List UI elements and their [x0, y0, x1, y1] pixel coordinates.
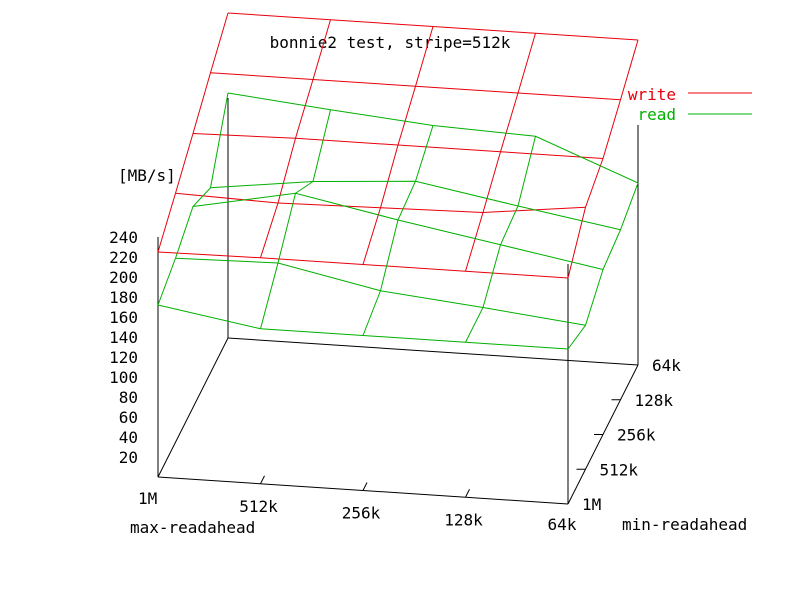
surface-line-read — [192, 192, 604, 270]
legend: write read — [628, 85, 752, 124]
axis-edge — [227, 337, 639, 366]
z-tick-label: 40 — [119, 428, 138, 447]
x-tick-label: 1M — [138, 489, 157, 508]
y-tick-label: 512k — [600, 460, 639, 479]
z-tick-label: 220 — [109, 248, 138, 267]
axes — [157, 98, 639, 505]
y-tick-label: 256k — [617, 426, 656, 445]
y-tick-label: 64k — [652, 356, 681, 375]
surface-line-write — [362, 26, 434, 265]
x-tick — [362, 482, 368, 491]
z-tick-label: 60 — [119, 408, 138, 427]
surface-line-write — [157, 251, 569, 279]
z-tick-label: 20 — [119, 448, 138, 467]
z-tick-label: 140 — [109, 328, 138, 347]
x-tick-label: 512k — [239, 497, 278, 516]
surface-write — [157, 12, 639, 279]
x-tick-label: 128k — [444, 510, 483, 529]
z-tick-label: 180 — [109, 288, 138, 307]
y-tick-label: 1M — [582, 495, 601, 514]
z-tick-label: 160 — [109, 308, 138, 327]
z-tick-label: 80 — [119, 388, 138, 407]
x-tick-label: 64k — [548, 515, 577, 534]
y-axis-label: min-readahead — [622, 515, 747, 534]
z-tick-label: 100 — [109, 368, 138, 387]
x-tick-labels: 1M 512k 256k 128k 64k — [138, 475, 577, 534]
surface-line-read — [260, 109, 331, 329]
z-axis-label: [MB/s] — [118, 166, 176, 185]
surface-line-write — [260, 19, 331, 258]
x-tick — [465, 489, 470, 498]
surface-read — [157, 92, 639, 350]
y-tick-label: 128k — [635, 391, 674, 410]
surface-line-write — [157, 12, 229, 253]
z-tick-label: 200 — [109, 268, 138, 287]
legend-label-read: read — [637, 105, 676, 124]
chart-title: bonnie2 test, stripe=512k — [270, 33, 511, 52]
z-tick-label: 120 — [109, 348, 138, 367]
x-tick — [260, 475, 265, 484]
surface-line-read — [567, 182, 639, 350]
axis-edge — [157, 337, 229, 478]
z-tick-label: 240 — [109, 228, 138, 247]
surface-line-write — [175, 192, 586, 214]
surface-line-read — [157, 92, 229, 306]
surface-line-read — [362, 125, 434, 336]
x-axis-label: max-readahead — [130, 518, 255, 537]
legend-label-write: write — [628, 85, 676, 104]
surface-line-write — [465, 33, 536, 272]
surface-line-read — [465, 136, 536, 343]
y-tick-labels: 1M 512k 256k 128k 64k — [576, 356, 681, 514]
surface-line-write — [567, 39, 639, 279]
x-tick-label: 256k — [342, 504, 381, 523]
